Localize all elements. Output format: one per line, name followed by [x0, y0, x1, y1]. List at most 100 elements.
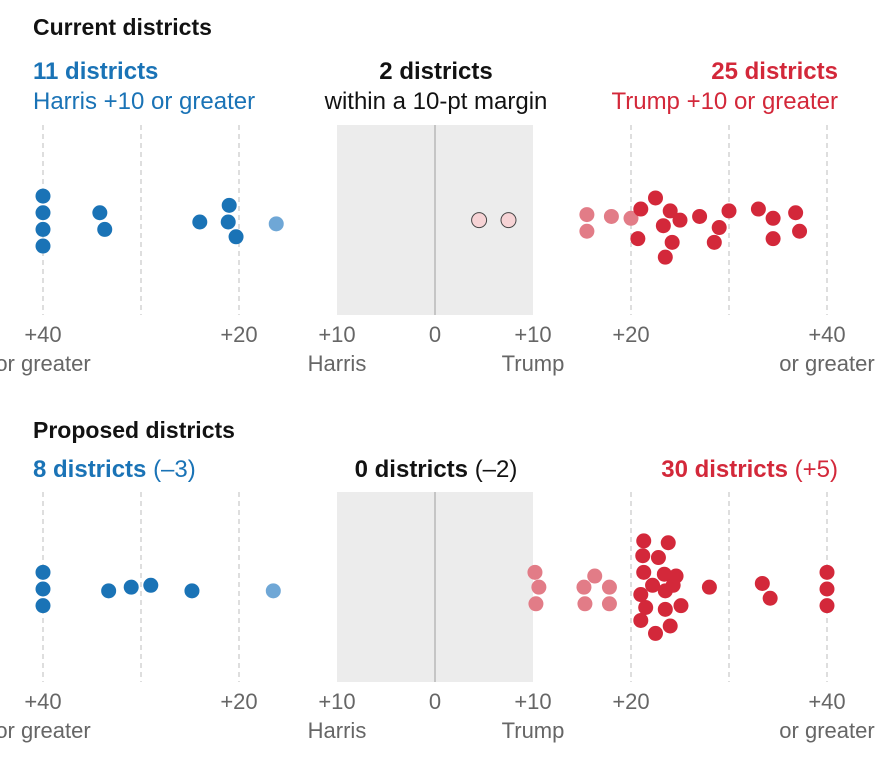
proposed-margin-delta: (–2) — [474, 456, 518, 483]
district-dot — [819, 598, 835, 614]
proposed-trump-delta: (+5) — [794, 456, 838, 483]
district-dot — [657, 249, 673, 265]
district-dot — [701, 579, 717, 595]
district-dot — [636, 533, 652, 549]
district-dot — [660, 535, 676, 551]
current-margin-desc: within a 10-pt margin — [324, 88, 548, 115]
district-dot — [577, 596, 593, 612]
tick-label: +10 — [514, 689, 551, 714]
district-dot — [576, 579, 592, 595]
tick-label: +20 — [220, 689, 257, 714]
district-dot — [35, 188, 51, 204]
tick-label: +10 — [318, 689, 355, 714]
proposed-section-title: Proposed districts — [33, 417, 235, 443]
tick-sublabel: or greater — [779, 718, 874, 743]
district-dot — [471, 212, 488, 229]
district-dot — [527, 564, 543, 580]
district-dot — [97, 221, 113, 237]
district-dot — [648, 625, 663, 641]
current-section-title: Current districts — [33, 14, 212, 40]
current-margin-count: 2 districts — [379, 58, 492, 86]
district-dot — [601, 579, 617, 595]
district-dot — [638, 600, 654, 615]
district-dot — [35, 598, 51, 614]
current-districts-plot: +40 or greater +20 +10 Harris 0 +10 Trump +20 +40… — [0, 125, 875, 376]
district-dot — [143, 577, 159, 593]
district-dot — [664, 234, 680, 250]
current-trump-count-label: 25 districts — [711, 58, 838, 85]
proposed-harris-delta: (–3) — [153, 456, 196, 483]
district-dot — [692, 208, 708, 224]
district-dot — [636, 564, 652, 580]
district-dot — [668, 568, 684, 584]
district-dot — [220, 214, 236, 230]
district-dot — [750, 201, 766, 217]
district-dot — [192, 214, 208, 230]
tick-label: 0 — [429, 322, 441, 347]
tick-label: +20 — [612, 689, 649, 714]
district-dot — [648, 190, 663, 206]
tick-label: +40 — [24, 322, 61, 347]
tick-sublabel: Harris — [308, 351, 367, 376]
tick-label: +10 — [514, 322, 551, 347]
district-dot — [630, 231, 646, 247]
district-dot — [35, 221, 51, 237]
district-dot — [662, 618, 678, 634]
district-dot — [500, 212, 517, 229]
tick-sublabel: or greater — [0, 351, 91, 376]
tick-label: +20 — [612, 322, 649, 347]
current-trump-desc: Trump +10 or greater — [611, 88, 838, 115]
district-dot — [531, 579, 547, 595]
tick-sublabel: or greater — [779, 351, 874, 376]
district-dot — [765, 231, 781, 247]
current-harris-count-label: 11 districts — [33, 58, 159, 85]
current-margin-count-label: 2 districts — [379, 58, 493, 85]
district-dot — [788, 205, 804, 221]
district-dot — [35, 581, 51, 597]
district-dot — [623, 210, 639, 226]
district-dot — [765, 210, 781, 226]
tick-label: +20 — [220, 322, 257, 347]
district-dot — [579, 207, 595, 223]
district-dot — [633, 201, 649, 217]
district-dot — [184, 583, 200, 599]
tick-sublabel: Trump — [502, 351, 565, 376]
district-dot — [819, 581, 835, 597]
district-dot — [221, 197, 237, 213]
proposed-harris-count-label: 8 districts — [33, 456, 147, 483]
proposed-trump-count-label: 30 districts — [661, 456, 788, 483]
district-dot — [662, 203, 678, 219]
proposed-harris-count: 8 districts (–3) — [33, 456, 196, 484]
district-dot — [721, 203, 737, 219]
tick-label: +40 — [808, 322, 845, 347]
district-dot — [673, 598, 689, 614]
tick-label: 0 — [429, 689, 441, 714]
district-dot — [657, 601, 673, 617]
district-dot — [587, 568, 603, 584]
district-dot — [754, 575, 770, 591]
district-dot — [528, 596, 544, 612]
proposed-districts-plot: +40 or greater +20 +10 Harris 0 +10 Trump +20 +40… — [0, 492, 875, 743]
district-dot — [650, 550, 666, 566]
district-dot — [35, 564, 51, 580]
district-dot — [101, 583, 117, 599]
tick-sublabel: Harris — [308, 718, 367, 743]
district-dot — [35, 238, 51, 254]
district-dot — [265, 583, 281, 599]
district-dot — [672, 212, 688, 228]
district-dot — [579, 223, 595, 239]
district-dot — [603, 208, 619, 224]
district-dot — [645, 577, 661, 593]
proposed-margin-count: 0 districts (–2) — [355, 456, 518, 484]
district-dot — [656, 566, 672, 582]
tick-label: +10 — [318, 322, 355, 347]
district-dot — [633, 612, 649, 628]
tick-sublabel: or greater — [0, 718, 91, 743]
tick-sublabel: Trump — [502, 718, 565, 743]
proposed-trump-count: 30 districts (+5) — [661, 456, 838, 484]
district-dot — [792, 223, 808, 239]
district-dot — [228, 229, 244, 245]
current-harris-count: 11 districts — [33, 58, 158, 86]
district-dot — [635, 548, 651, 564]
current-trump-count: 25 districts — [711, 58, 838, 86]
